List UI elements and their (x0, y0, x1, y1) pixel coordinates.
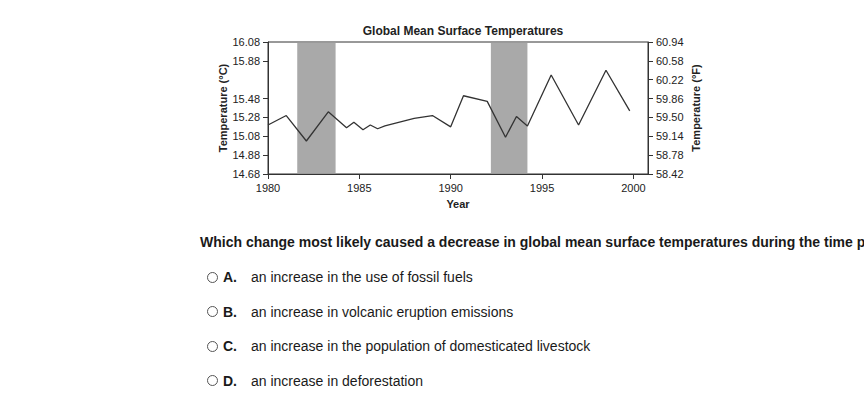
html-text:C.: C. (223, 338, 237, 354)
svg-text:1995: 1995 (530, 182, 554, 194)
svg-text:58.78: 58.78 (656, 149, 684, 161)
svg-text:Temperature (°F): Temperature (°F) (690, 64, 702, 152)
svg-text:59.86: 59.86 (656, 93, 684, 105)
svg-text:60.22: 60.22 (656, 74, 684, 86)
svg-text:Global Mean Surface Temperatur: Global Mean Surface Temperatures (363, 24, 564, 38)
html-text:an increase in volcanic erupti: an increase in volcanic eruption emissio… (251, 303, 514, 320)
svg-text:2000: 2000 (621, 182, 645, 194)
svg-text:1980: 1980 (256, 182, 280, 194)
svg-text:1985: 1985 (347, 182, 371, 194)
html-text:an increase in deforestation: an increase in deforestation (251, 372, 423, 389)
svg-text:Temperature (°C): Temperature (°C) (217, 63, 229, 152)
svg-text:58.42: 58.42 (656, 168, 684, 180)
svg-text:59.14: 59.14 (656, 130, 684, 142)
svg-text:1990: 1990 (438, 182, 462, 194)
svg-text:15.08: 15.08 (232, 130, 260, 142)
html-text:an increase in the population: an increase in the population of domesti… (251, 338, 591, 354)
svg-text:15.28: 15.28 (232, 111, 260, 123)
svg-text:14.88: 14.88 (232, 149, 260, 161)
svg-text:60.58: 60.58 (656, 55, 684, 67)
svg-text:59.50: 59.50 (656, 111, 684, 123)
svg-text:Year: Year (446, 198, 470, 210)
html-text:an increase in the use of foss: an increase in the use of fossil fuels (251, 269, 473, 285)
svg-text:16.08: 16.08 (232, 36, 260, 48)
svg-text:14.68: 14.68 (232, 168, 260, 180)
svg-text:60.94: 60.94 (656, 36, 684, 48)
html-text:D.: D. (223, 372, 237, 389)
svg-text:15.88: 15.88 (232, 55, 260, 67)
html-text:A.: A. (223, 269, 237, 285)
html-text:B.: B. (223, 303, 237, 320)
svg-text:15.48: 15.48 (232, 93, 260, 105)
